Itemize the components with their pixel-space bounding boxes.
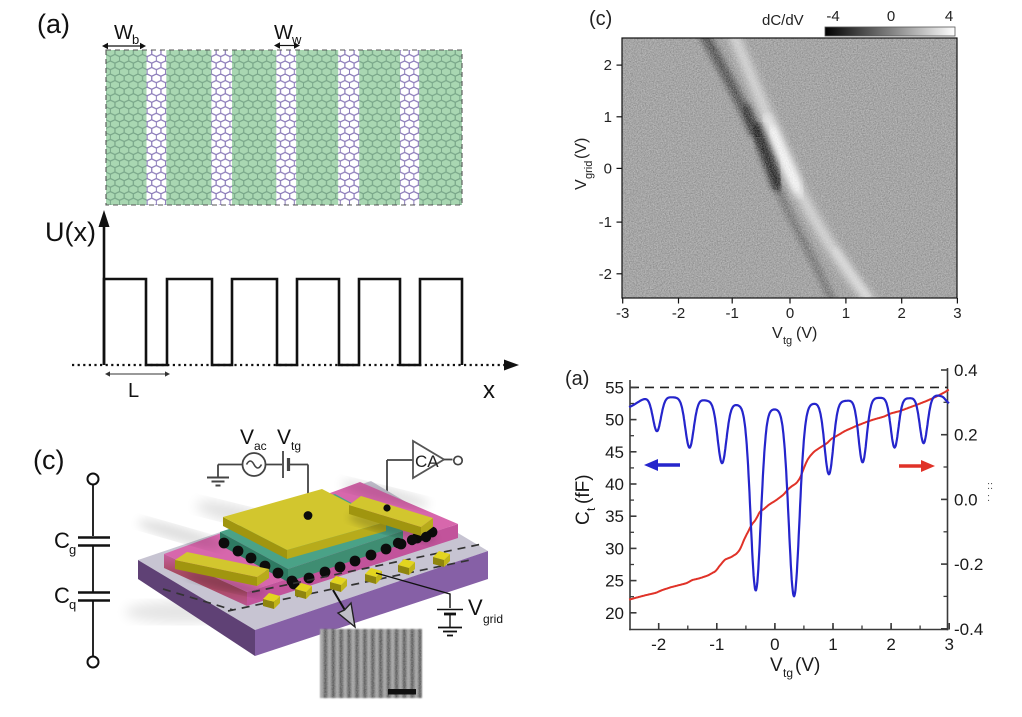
svg-text:3: 3 (953, 305, 961, 322)
svg-text:ac: ac (254, 439, 267, 453)
svg-text:C: C (54, 528, 70, 553)
svg-text:(V): (V) (795, 655, 820, 676)
svg-text:35: 35 (605, 507, 624, 526)
svg-text:::: :: (987, 480, 993, 492)
svg-text:V: V (573, 179, 590, 190)
svg-text:0: 0 (887, 8, 895, 25)
svg-text:w: w (291, 32, 302, 47)
svg-text:(c): (c) (33, 445, 64, 475)
svg-text:L: L (128, 380, 139, 402)
svg-text:-1: -1 (726, 305, 739, 322)
svg-text:0: 0 (786, 305, 794, 322)
svg-text:50: 50 (605, 411, 624, 430)
svg-text:0.2: 0.2 (954, 426, 978, 445)
svg-text:V: V (277, 426, 291, 449)
svg-text:U(x): U(x) (45, 217, 96, 247)
svg-text:b: b (132, 32, 139, 47)
svg-text:tg: tg (783, 335, 792, 347)
svg-text:(a): (a) (37, 9, 70, 39)
svg-text:C: C (573, 511, 594, 525)
svg-text:-2: -2 (599, 266, 612, 283)
svg-text:20: 20 (605, 604, 624, 623)
svg-text:dC/dV: dC/dV (762, 12, 804, 29)
svg-text:grid: grid (583, 161, 595, 179)
svg-text:2: 2 (886, 635, 895, 654)
svg-text:(fF): (fF) (573, 474, 594, 504)
svg-text:V: V (770, 655, 783, 676)
svg-text:grid: grid (483, 612, 503, 626)
svg-text:(c): (c) (589, 8, 612, 30)
svg-text:0: 0 (604, 160, 612, 177)
svg-text:W: W (114, 22, 133, 44)
svg-text:2: 2 (898, 305, 906, 322)
svg-text::: : (987, 492, 990, 504)
svg-text:(V): (V) (573, 138, 590, 159)
svg-text:0: 0 (770, 635, 779, 654)
svg-text:4: 4 (945, 8, 953, 25)
svg-text:1: 1 (604, 109, 612, 126)
svg-text:1: 1 (828, 635, 837, 654)
svg-text:3: 3 (944, 635, 953, 654)
svg-text:g: g (69, 542, 76, 557)
svg-text:V: V (468, 595, 483, 620)
svg-text:-2: -2 (672, 305, 685, 322)
svg-text:1: 1 (842, 305, 850, 322)
svg-text:q: q (69, 597, 76, 612)
svg-text:-1: -1 (599, 214, 612, 231)
svg-text:W: W (274, 22, 293, 44)
svg-text:t: t (584, 507, 598, 511)
svg-text:-4: -4 (826, 8, 839, 25)
svg-text:-1: -1 (709, 635, 724, 654)
svg-text:30: 30 (605, 539, 624, 558)
svg-text:40: 40 (605, 475, 624, 494)
svg-text:2: 2 (604, 57, 612, 74)
svg-text:0.4: 0.4 (954, 361, 978, 380)
svg-text:CA: CA (415, 452, 439, 471)
svg-text:-0.4: -0.4 (954, 620, 983, 639)
svg-text:-2: -2 (651, 635, 666, 654)
svg-text:tg: tg (291, 439, 301, 453)
svg-text:55: 55 (605, 378, 624, 397)
svg-text:tg: tg (783, 666, 793, 680)
svg-text:V: V (772, 325, 783, 342)
svg-text:C: C (54, 583, 70, 608)
svg-text:(V): (V) (796, 325, 817, 342)
svg-text:(a): (a) (565, 368, 589, 390)
svg-text:-3: -3 (616, 305, 629, 322)
svg-text:x: x (483, 377, 495, 404)
svg-text:45: 45 (605, 443, 624, 462)
svg-text:V: V (240, 426, 254, 449)
svg-text:25: 25 (605, 572, 624, 591)
svg-text:0.0: 0.0 (954, 490, 978, 509)
svg-text:-0.2: -0.2 (954, 555, 983, 574)
